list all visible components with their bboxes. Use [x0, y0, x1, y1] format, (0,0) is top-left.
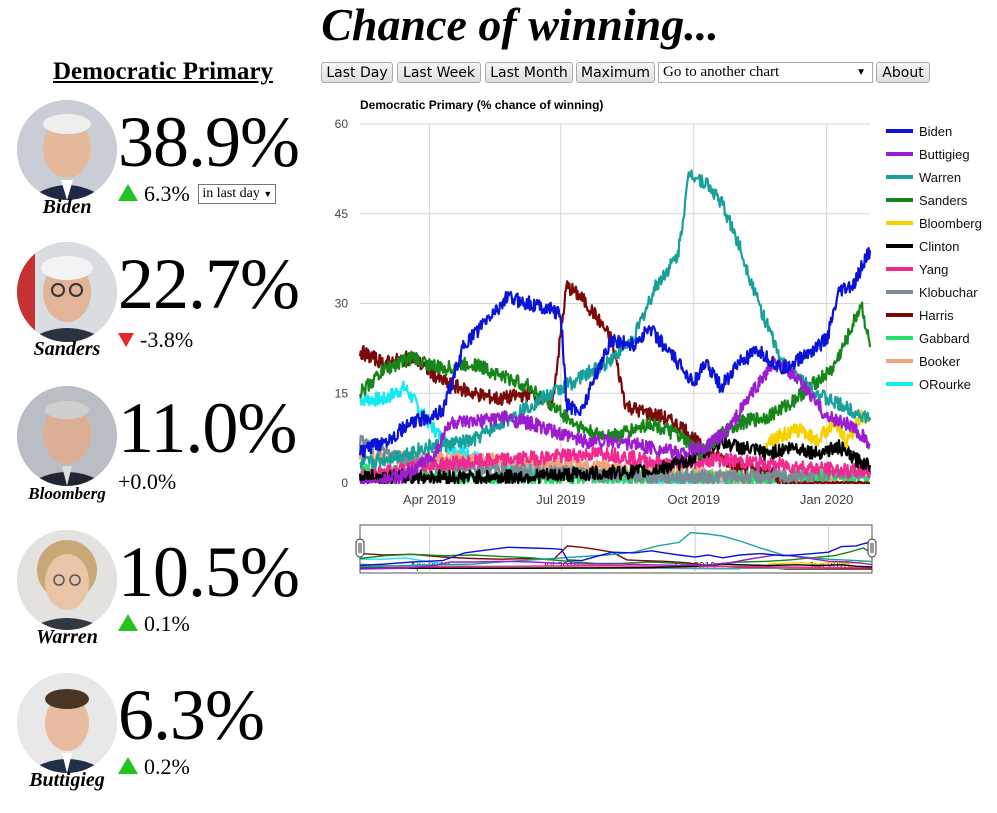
y-tick-label: 0 — [341, 476, 348, 490]
page-title: Chance of winning... — [321, 0, 719, 50]
series-line-yang — [358, 446, 872, 484]
dropdown-caret-icon: ▼ — [263, 188, 273, 199]
last-week-button[interactable]: Last Week — [397, 62, 481, 83]
candidate-name: Buttigieg — [29, 769, 105, 791]
candidate-name: Sanders — [33, 338, 101, 360]
change-value: 0.2% — [144, 754, 190, 779]
section-heading[interactable]: Democratic Primary — [52, 58, 274, 85]
win-percent: 6.3% — [118, 675, 265, 755]
change-row: +0.0% — [118, 470, 176, 494]
win-percent: 38.9% — [118, 102, 300, 182]
legend-item-biden: Biden — [919, 124, 952, 139]
up-arrow-icon — [118, 757, 138, 775]
legend-item-warren: Warren — [919, 170, 961, 185]
chart-title: Democratic Primary (% chance of winning) — [360, 98, 603, 112]
legend-item-yang: Yang — [919, 262, 948, 277]
series-line-biden — [358, 247, 872, 458]
maximum-button[interactable]: Maximum — [576, 62, 655, 83]
series-line-clinton — [358, 433, 872, 485]
chart-select-value: Go to another chart — [663, 64, 780, 80]
x-tick-label: Oct 2019 — [667, 492, 720, 507]
chart-legend: Biden Buttigieg Warren Sanders Bloomberg Clin… — [886, 124, 982, 392]
dropdown-caret-icon: ▼ — [856, 67, 866, 78]
legend-item-clinton: Clinton — [919, 239, 959, 254]
navigator-tick-label: Jan 2020 — [808, 561, 850, 572]
line-chart: Democratic Primary (% chance of winning)… — [335, 98, 982, 574]
chart-axes: 0 15 30 45 60 Apr 2019 Jul 2019 Oct 2019 Jan 202… — [335, 117, 854, 507]
win-percent: 10.5% — [118, 532, 300, 612]
y-tick-label: 15 — [335, 386, 349, 400]
change-row: -3.8% — [118, 328, 193, 352]
chart-series — [358, 169, 872, 485]
change-row: 0.1% — [118, 612, 190, 636]
candidate-name: Warren — [36, 626, 98, 648]
x-tick-label: Jan 2020 — [800, 492, 854, 507]
chart-grid — [360, 123, 870, 484]
win-percent: 11.0% — [118, 388, 297, 468]
legend-item-klobuchar: Klobuchar — [919, 285, 978, 300]
change-row: 0.2% — [118, 755, 190, 779]
navigator-series-biden — [359, 541, 873, 567]
x-tick-label: Apr 2019 — [403, 492, 456, 507]
legend-item-buttigieg: Buttigieg — [919, 147, 970, 162]
change-value: 6.3% — [144, 181, 190, 206]
avatar — [17, 386, 117, 486]
candidate-card-biden: Biden 38.9% 6.3% in last day ▼ — [0, 100, 320, 240]
last-month-button[interactable]: Last Month — [485, 62, 573, 83]
up-arrow-icon — [118, 614, 138, 632]
y-tick-label: 30 — [335, 297, 349, 311]
last-day-button[interactable]: Last Day — [321, 62, 393, 83]
candidate-name: Bloomberg — [28, 484, 106, 503]
change-value: +0.0% — [118, 469, 177, 494]
y-tick-label: 60 — [335, 117, 349, 131]
range-handle-left[interactable] — [355, 538, 365, 558]
down-arrow-icon — [118, 332, 134, 347]
legend-item-gabbard: Gabbard — [919, 331, 970, 346]
avatar — [17, 673, 117, 773]
range-navigator[interactable]: Apr 2019 Jul 2019 Oct 2019 Jan 2020 — [355, 524, 877, 574]
chart-select[interactable]: Go to another chart ▼ — [658, 62, 873, 83]
candidate-card-buttigieg: Buttigieg 6.3% 0.2% — [0, 673, 320, 813]
period-select[interactable]: in last day ▼ — [198, 183, 277, 204]
change-value: 0.1% — [144, 611, 190, 636]
series-line-sanders — [358, 301, 872, 460]
y-tick-label: 45 — [335, 207, 349, 221]
legend-item-harris: Harris — [919, 308, 954, 323]
candidate-name: Biden — [42, 196, 92, 218]
legend-item-orourke: ORourke — [919, 377, 971, 392]
navigator-series-sanders — [359, 547, 873, 567]
legend-item-sanders: Sanders — [919, 193, 968, 208]
candidate-card-bloomberg: Bloomberg 11.0% +0.0% — [0, 386, 320, 526]
candidate-card-sanders: Sanders 22.7% -3.8% — [0, 242, 320, 382]
avatar — [17, 100, 117, 200]
navigator-series-clinton — [360, 563, 873, 569]
avatar — [17, 530, 117, 630]
candidate-card-warren: Warren 10.5% 0.1% — [0, 530, 320, 670]
win-percent: 22.7% — [118, 244, 300, 324]
navigator-series-bloomberg — [767, 560, 872, 565]
series-line-bloomberg — [764, 409, 872, 449]
navigator-series-buttigieg — [359, 554, 873, 570]
range-handle-right[interactable] — [867, 538, 877, 558]
x-tick-label: Jul 2019 — [536, 492, 585, 507]
change-value: -3.8% — [140, 327, 194, 352]
avatar — [17, 242, 117, 342]
about-button[interactable]: About — [876, 62, 930, 83]
legend-item-booker: Booker — [919, 354, 961, 369]
change-row: 6.3% in last day ▼ — [118, 181, 277, 206]
legend-item-bloomberg: Bloomberg — [919, 216, 982, 231]
up-arrow-icon — [118, 184, 138, 202]
